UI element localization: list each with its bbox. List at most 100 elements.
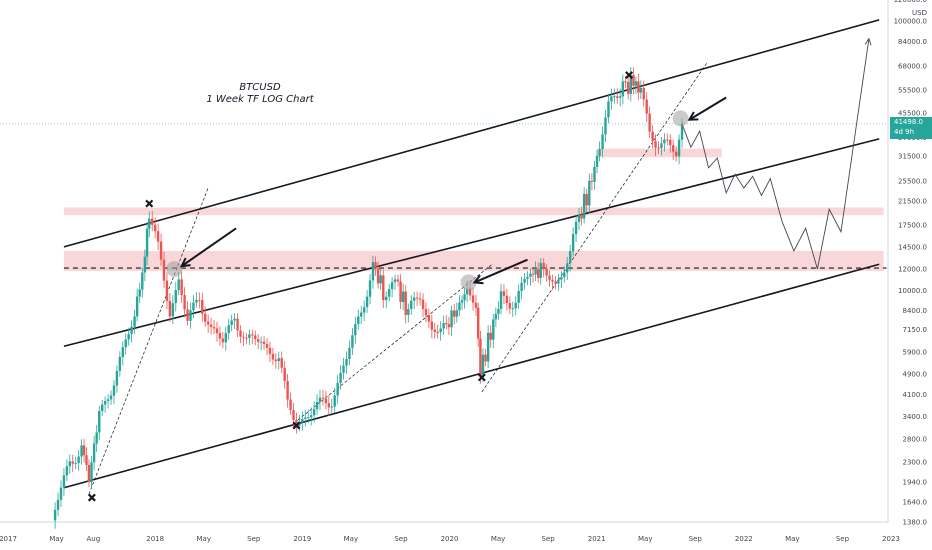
candle-body [98,411,101,433]
candle-body [283,367,286,381]
candle-body [580,214,583,219]
candle-body [499,291,503,309]
candle-body [396,279,400,282]
highlight-circle-2 [672,110,689,127]
candle-body [233,318,236,321]
candle-body [494,313,498,320]
candle-body [236,318,239,331]
candle-body [574,221,578,235]
candle-body [624,81,627,83]
candle-body [307,417,310,419]
candle-body [571,234,575,252]
candle-body [674,151,678,157]
candle-body [357,316,360,324]
candle-body [476,307,480,339]
candle-body [632,74,635,86]
candle-body [497,308,500,314]
y-tick-label: 7150.0 [903,326,928,334]
candle-body [135,296,139,317]
candle-body [292,410,295,420]
candle-body [348,347,351,360]
candle-body [514,302,517,309]
candle-body [312,409,316,416]
x-tick-label: May [785,535,799,543]
candle-body [563,272,566,278]
y-tick-label: 8400.0 [903,307,928,315]
candle-body [195,299,198,303]
chart-subtitle: 1 Week TF LOG Chart [206,94,314,105]
candle-body [186,309,189,321]
candle-body [342,365,345,373]
x-tick-label: Sep [836,535,850,543]
candle-body [365,296,369,308]
candle-body [360,312,363,317]
channel-line-1 [63,138,880,348]
candle-body [536,269,540,278]
candle-body [218,333,222,339]
candle-body [324,398,328,404]
candle-body [629,74,633,94]
y-tick-label: 2300.0 [903,459,928,467]
candle-body [274,359,278,362]
candle-body [474,302,478,308]
candle-body [376,268,380,284]
candle-body [165,280,169,301]
candle-body [505,295,509,304]
candle-body [368,280,372,297]
candle-body [295,419,298,426]
candle-body [404,291,407,315]
candle-body [124,339,127,348]
candle-body [112,385,116,396]
candle-body [458,302,461,311]
x-marker-0 [87,493,96,502]
candle-body [626,81,630,94]
candle-body [585,193,588,206]
chart-title: BTCUSD [239,82,281,93]
candle-body [115,370,119,386]
candle-body [215,328,219,334]
candle-body [481,354,485,376]
candle-body [531,273,535,275]
candle-body [59,487,63,500]
x-marker-4 [625,71,634,80]
dashed-trendline-1 [297,263,493,421]
y-tick-label: 17500.0 [898,221,927,229]
candle-body [468,288,472,296]
candle-body [109,395,113,400]
candle-body [168,300,172,317]
candle-body [374,262,377,269]
candle-body [268,347,272,354]
candle-body [385,296,388,301]
resistance-zone-0 [63,207,884,216]
candle-body [289,399,292,411]
candle-body [95,432,98,444]
candle-body [330,406,333,408]
candle-body [259,341,263,343]
candle-body [619,96,622,98]
candle-body [447,324,451,328]
x-marker-1 [145,199,154,208]
x-tick-label: Sep [247,535,261,543]
candle-body [127,333,130,340]
candle-body [209,324,213,328]
y-tick-label: 45500.0 [898,110,927,118]
candle-body [421,299,425,309]
candle-body [339,372,342,383]
y-tick-label: 14500.0 [898,243,927,251]
candle-body [198,299,201,301]
candle-body [415,297,419,299]
candle-body [465,288,469,295]
candle-body [595,155,599,167]
x-tick-label: May [491,535,505,543]
candle-body [545,268,548,276]
candle-body [520,282,523,291]
x-tick-label: Aug [87,535,101,543]
candle-body [159,241,163,260]
candle-body [390,282,394,290]
candle-body [206,321,210,325]
candle-body [382,275,385,301]
candle-body [156,231,160,242]
candle-body [103,400,107,405]
pointer-arrow-0 [181,227,237,267]
